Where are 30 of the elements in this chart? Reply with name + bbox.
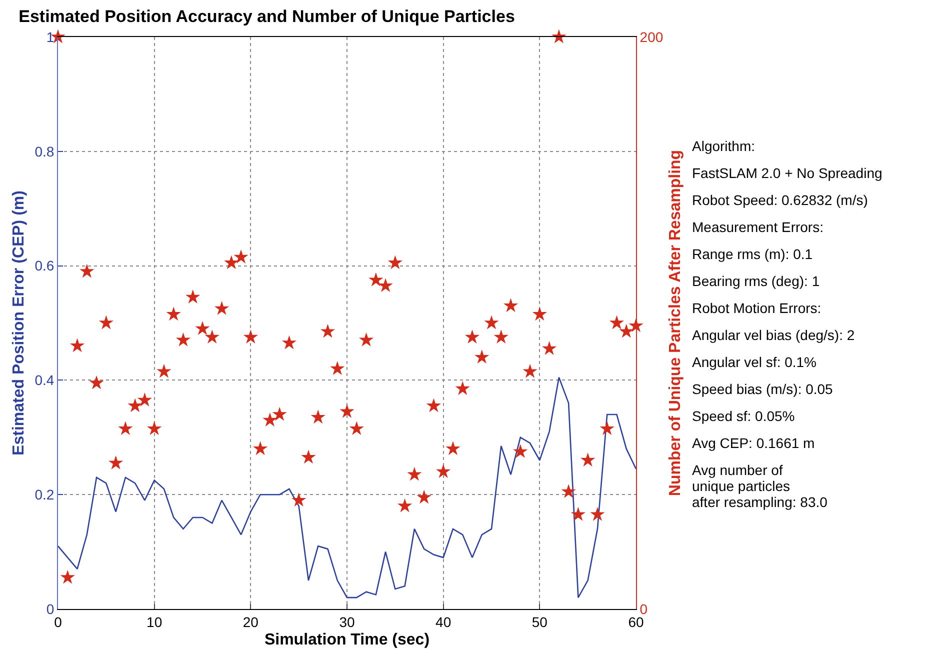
y-tick-label: 0.8 [34,143,54,160]
text: Robot Motion Errors: [692,300,822,316]
text: Angular vel bias (deg/s): 2 [692,327,856,343]
text: FastSLAM 2.0 + No Spreading [692,165,882,181]
chart-title: Estimated Position Accuracy and Number of Unique Particles [18,6,515,26]
x-tick-label: 30 [339,614,355,630]
x-axis-title: Simulation Time (sec) [264,632,430,648]
text: Robot Speed: 0.62832 (m/s) [692,192,869,208]
y-tick-label: 0.6 [34,258,54,274]
y-axis-title: Estimated Position Error (CEP) (m) [10,190,28,456]
y-tick-label: 1 [46,28,54,45]
text: Angular vel sf: 0.1% [692,354,818,370]
text: Algorithm: [692,138,756,154]
x-tick-label: 10 [146,614,162,630]
text: Range rms (m): 0.1 [692,246,814,262]
line-series [58,376,636,598]
y-tick-label: 0 [46,600,54,617]
text: Bearing rms (deg): 1 [692,273,821,289]
text: Measurement Errors: [692,219,824,235]
text: Avg CEP: 0.1661 m [692,435,816,451]
text: Speed sf: 0.05% [692,408,796,424]
x-tick-label: 40 [436,614,452,630]
text: Speed bias (m/s): 0.05 [692,381,834,397]
y-tick-label: 0.2 [34,486,54,502]
y-tick-label: 0.4 [34,372,54,388]
x-tick-label: 20 [242,614,259,630]
x-tick-label: 50 [532,614,548,630]
y2-tick-label: 200 [640,28,664,45]
y2-axis-title: Number of Unique Particles After Resampling [667,150,684,496]
text: Avg number of unique particles after resampling: 83.0 [692,462,828,510]
